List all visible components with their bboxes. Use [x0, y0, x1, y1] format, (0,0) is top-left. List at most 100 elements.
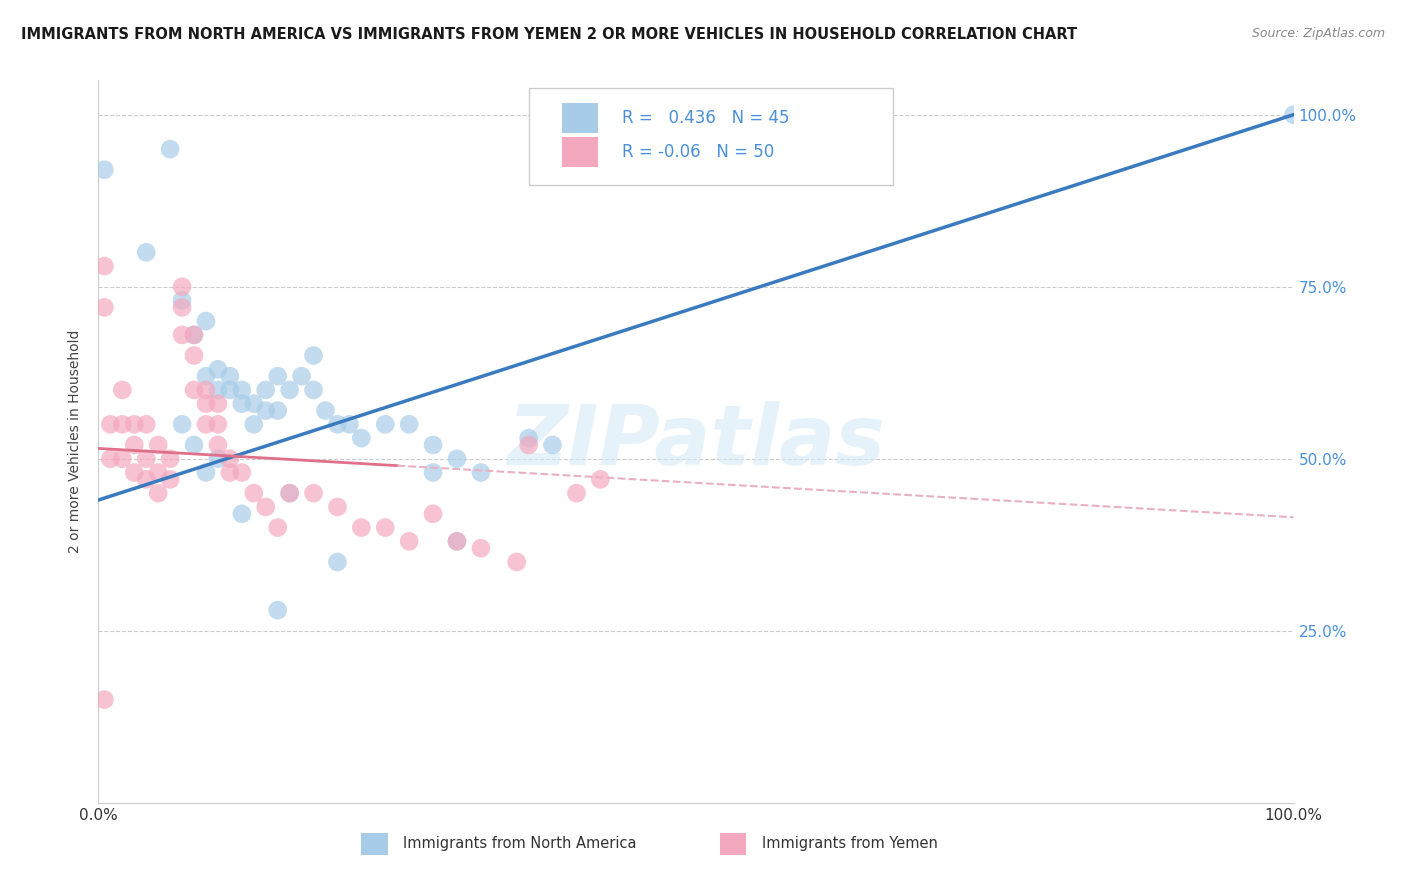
Point: [111, 417, 134, 432]
Point: [124, 466, 146, 480]
Point: [135, 245, 157, 260]
Point: [183, 438, 205, 452]
Point: [93, 692, 115, 706]
Point: [195, 466, 218, 480]
Point: [326, 500, 349, 514]
Point: [207, 383, 229, 397]
Point: [231, 397, 253, 411]
Point: [470, 541, 492, 556]
Point: [231, 383, 253, 397]
Point: [302, 383, 325, 397]
Text: IMMIGRANTS FROM NORTH AMERICA VS IMMIGRANTS FROM YEMEN 2 OR MORE VEHICLES IN HOU: IMMIGRANTS FROM NORTH AMERICA VS IMMIGRA…: [21, 27, 1077, 42]
Point: [172, 301, 194, 315]
Point: [93, 162, 115, 177]
Point: [350, 520, 373, 534]
Point: [267, 403, 290, 417]
Point: [350, 431, 373, 445]
Point: [254, 383, 277, 397]
Point: [219, 451, 242, 466]
Bar: [562, 103, 598, 133]
Point: [589, 472, 612, 486]
Point: [172, 293, 194, 308]
Text: Source: ZipAtlas.com: Source: ZipAtlas.com: [1251, 27, 1385, 40]
Point: [219, 369, 242, 384]
Point: [195, 314, 218, 328]
Point: [231, 507, 253, 521]
Point: [148, 486, 170, 500]
Point: [243, 417, 266, 432]
Point: [207, 417, 229, 432]
Point: [207, 397, 229, 411]
Point: [111, 383, 134, 397]
Point: [243, 486, 266, 500]
Point: [541, 438, 564, 452]
Point: [195, 397, 218, 411]
Point: [278, 486, 301, 500]
Point: [124, 417, 146, 432]
Point: [254, 500, 277, 514]
Point: [339, 417, 361, 432]
Bar: [361, 833, 388, 855]
Point: [159, 451, 181, 466]
Point: [195, 417, 218, 432]
Point: [565, 486, 588, 500]
Point: [98, 451, 122, 466]
Point: [326, 417, 349, 432]
Point: [315, 403, 337, 417]
Point: [470, 466, 492, 480]
Point: [422, 466, 444, 480]
Point: [93, 259, 115, 273]
Point: [422, 507, 444, 521]
Text: R = -0.06   N = 50: R = -0.06 N = 50: [621, 143, 775, 161]
Point: [398, 417, 420, 432]
Point: [124, 438, 146, 452]
Point: [98, 417, 122, 432]
Point: [183, 349, 205, 363]
Point: [148, 438, 170, 452]
Bar: [562, 136, 598, 167]
Point: [172, 279, 194, 293]
Point: [517, 438, 540, 452]
Point: [148, 466, 170, 480]
Text: Immigrants from North America: Immigrants from North America: [404, 837, 637, 852]
Point: [93, 301, 115, 315]
Point: [172, 327, 194, 342]
Point: [219, 466, 242, 480]
Point: [183, 327, 205, 342]
Point: [195, 369, 218, 384]
Text: R =   0.436   N = 45: R = 0.436 N = 45: [621, 109, 789, 127]
Point: [374, 417, 396, 432]
Point: [111, 451, 134, 466]
Point: [183, 383, 205, 397]
Point: [135, 417, 157, 432]
Point: [219, 383, 242, 397]
Point: [506, 555, 529, 569]
Point: [326, 555, 349, 569]
Text: Immigrants from Yemen: Immigrants from Yemen: [762, 837, 938, 852]
Point: [302, 486, 325, 500]
Point: [207, 362, 229, 376]
Point: [159, 142, 181, 156]
Bar: [720, 833, 747, 855]
Point: [374, 520, 396, 534]
Point: [243, 397, 266, 411]
Point: [267, 603, 290, 617]
Point: [302, 349, 325, 363]
Point: [291, 369, 314, 384]
Point: [446, 534, 468, 549]
Point: [254, 403, 277, 417]
Point: [183, 327, 205, 342]
Point: [267, 520, 290, 534]
Point: [267, 369, 290, 384]
Point: [159, 472, 181, 486]
Y-axis label: 2 or more Vehicles in Household: 2 or more Vehicles in Household: [69, 330, 83, 553]
Point: [135, 472, 157, 486]
Point: [446, 451, 468, 466]
Point: [207, 438, 229, 452]
Point: [517, 431, 540, 445]
Point: [278, 486, 301, 500]
Point: [207, 451, 229, 466]
Point: [422, 438, 444, 452]
Point: [195, 383, 218, 397]
Point: [1282, 108, 1305, 122]
